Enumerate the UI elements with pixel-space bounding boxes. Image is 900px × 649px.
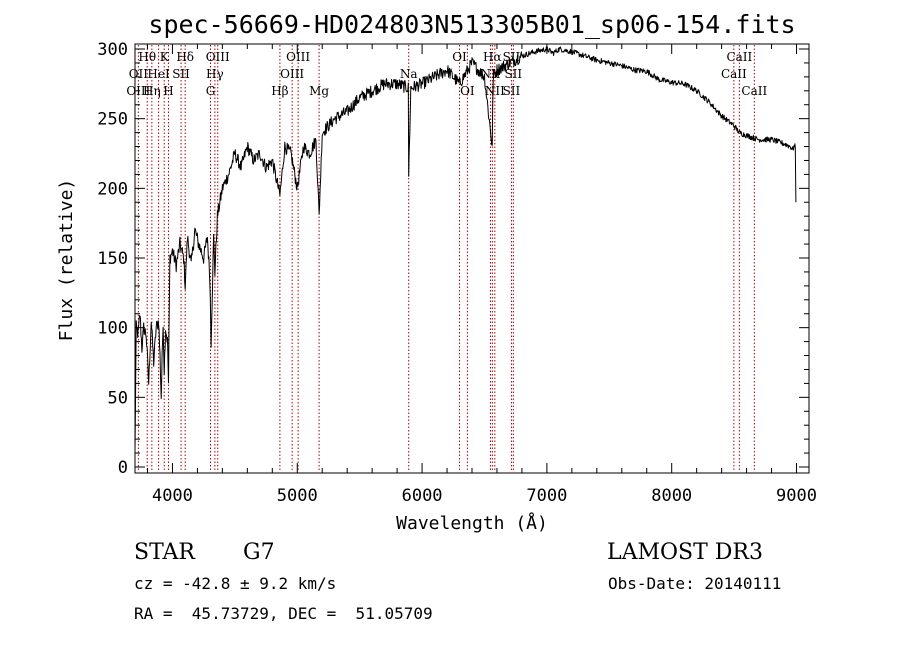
spectral-line-label: H [163, 84, 173, 98]
spectral-line-label: CaII [721, 67, 747, 81]
y-tick-label: 50 [108, 388, 128, 408]
spectral-line-label: NII [485, 84, 505, 98]
survey-name: LAMOST DR3 [607, 540, 763, 565]
observation-date: Obs-Date: 20140111 [608, 574, 782, 593]
spectrum-series [134, 46, 797, 451]
x-tick-label: 8000 [651, 486, 692, 506]
y-tick-label: 250 [97, 110, 128, 130]
spectral-line-label: SII [504, 67, 522, 81]
spectral-line-markers [137, 45, 755, 472]
spectrum-line [134, 46, 797, 451]
x-tick-label: 6000 [402, 486, 443, 506]
x-tick-label: 4000 [152, 486, 193, 506]
y-axis-label: Flux (relative) [56, 179, 77, 342]
coordinates: RA = 45.73729, DEC = 51.05709 [134, 604, 433, 623]
object-subclass: G7 [243, 540, 275, 565]
x-tick-label: 9000 [776, 486, 817, 506]
spectral-line-label: OIII [286, 50, 310, 64]
spectral-line-label: HeI [147, 67, 170, 81]
spectral-line-label: CaII [741, 84, 767, 98]
redshift-velocity: cz = -42.8 ± 9.2 km/s [134, 574, 337, 593]
spectral-line-label: OII [129, 67, 149, 81]
y-tick-label: 150 [97, 249, 128, 269]
y-tick-label: 100 [97, 319, 128, 339]
spectral-line-label: OI [452, 50, 467, 64]
spectral-line-label: Mg [309, 84, 329, 98]
spectral-line-label: Hβ [271, 84, 288, 98]
spectral-line-label: SII [503, 84, 521, 98]
y-tick-label: 0 [118, 458, 128, 478]
spectral-line-label: Hθ [138, 50, 156, 64]
spectral-line-label: SII [172, 67, 190, 81]
axis-ticks: 4000 5000 6000 7000 8000 9000 0 50 100 150 200 250 3… [97, 40, 817, 506]
spectral-line-label: Hδ [176, 50, 194, 64]
x-axis-label: Wavelength (Å) [396, 512, 548, 534]
x-tick-label: 7000 [526, 486, 567, 506]
spectral-line-label: K [160, 50, 170, 64]
spectral-line-label: Na [400, 67, 418, 81]
chart-title: spec-56669-HD024803N513305B01_sp06-154.f… [148, 10, 795, 39]
spectral-line-label: Hη [143, 84, 161, 98]
spectral-line-label: CaII [726, 50, 752, 64]
plot-frame [134, 43, 810, 474]
x-tick-label: 5000 [277, 486, 318, 506]
spectral-line-label: OIII [280, 67, 304, 81]
spectral-line-label: G [206, 84, 216, 98]
y-tick-label: 300 [97, 40, 128, 60]
spectral-line-label: OI [460, 84, 475, 98]
object-class: STAR [134, 540, 195, 565]
y-tick-label: 200 [97, 179, 128, 199]
spectral-line-label: OIII [206, 50, 230, 64]
spectral-line-label: Hα [483, 50, 502, 64]
spectral-line-label: Hγ [206, 67, 224, 81]
